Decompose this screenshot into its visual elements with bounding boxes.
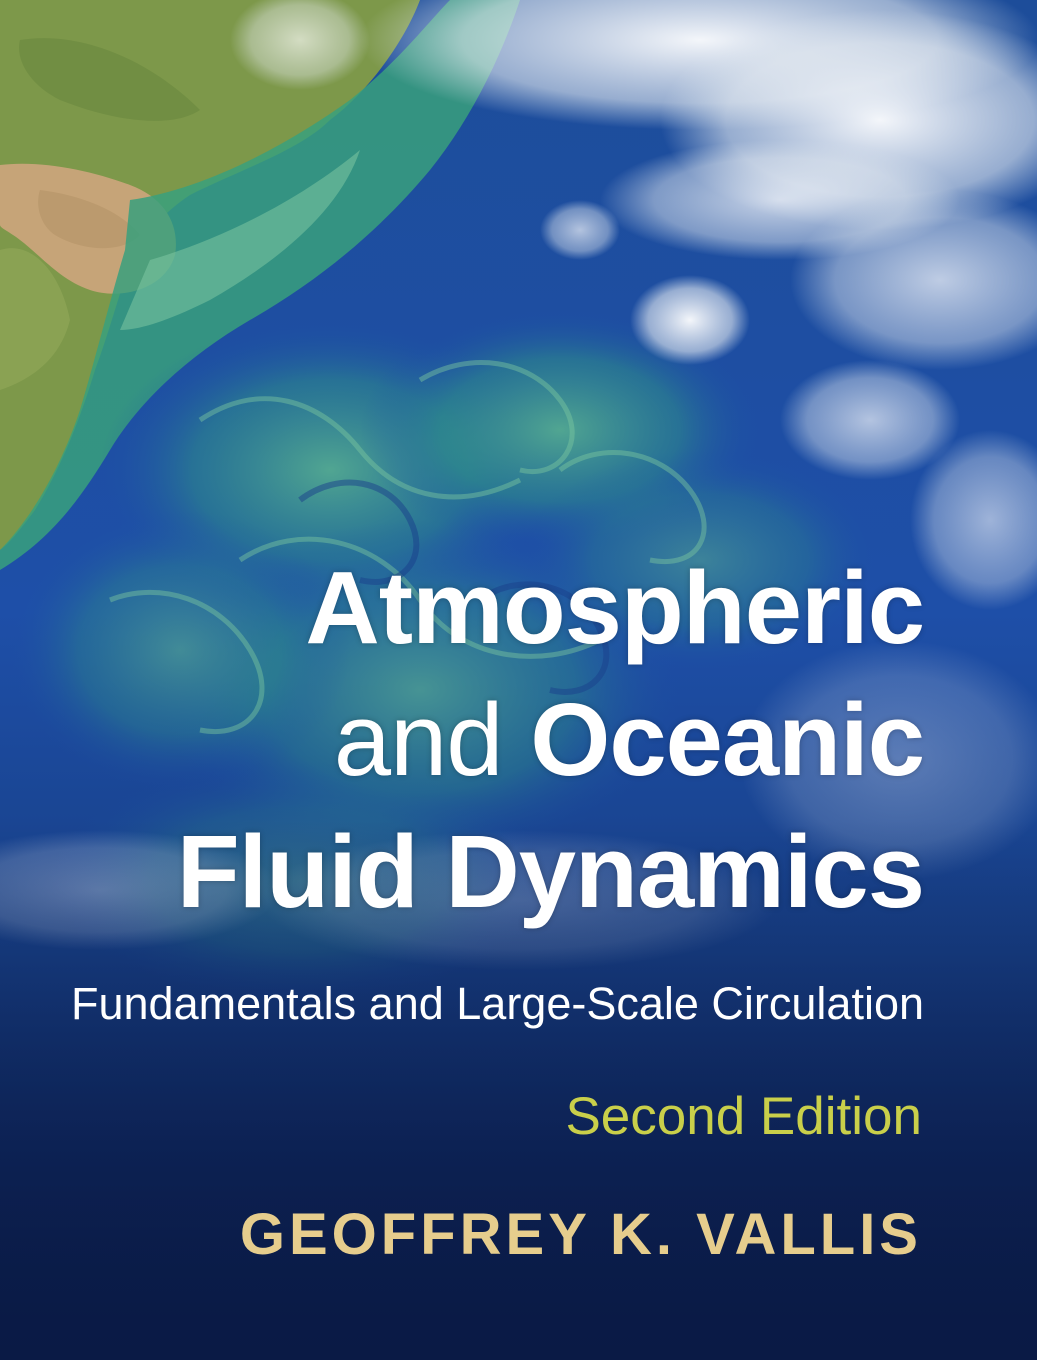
title-text-oceanic: Oceanic [530,682,925,797]
title-line-2: and Oceanic [334,688,925,791]
book-subtitle: Fundamentals and Large-Scale Circulation [71,978,924,1029]
author-name: GEOFFREY K. VALLIS [239,1202,922,1267]
title-line-1: Atmospheric [305,556,925,659]
edition-label: Second Edition [565,1087,922,1146]
title-text-and: and [333,682,504,797]
title-line-3: Fluid Dynamics [177,820,925,923]
land-mass [0,0,420,550]
title-text-atmospheric: Atmospheric [305,550,925,665]
coastal-bloom [0,0,520,570]
title-text-fluid-dynamics: Fluid Dynamics [176,814,925,929]
